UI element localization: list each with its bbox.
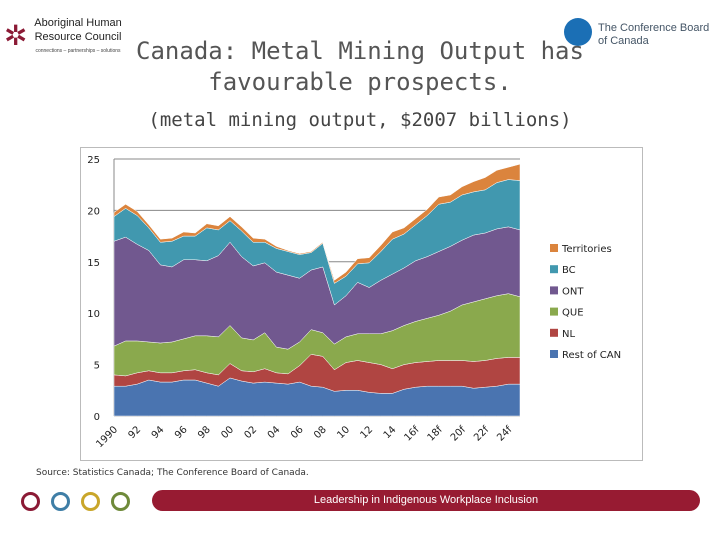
legend-label: QUE bbox=[562, 308, 584, 319]
legend-swatch bbox=[550, 244, 558, 252]
x-tick-label: 1990 bbox=[94, 424, 120, 450]
x-tick-label: 10 bbox=[335, 424, 352, 441]
legend-swatch bbox=[550, 286, 558, 295]
x-tick-label: 12 bbox=[359, 424, 376, 441]
x-tick-label: 06 bbox=[289, 424, 306, 441]
x-tick-label: 08 bbox=[312, 424, 329, 441]
ring-icon-green bbox=[111, 492, 130, 511]
y-tick-label: 15 bbox=[87, 258, 100, 269]
footer-banner: Leadership in Indigenous Workplace Inclu… bbox=[152, 490, 700, 511]
ring-icon-red bbox=[21, 492, 40, 511]
slide-title: Canada: Metal Mining Output has favourab… bbox=[136, 37, 584, 96]
legend-label: BC bbox=[562, 265, 576, 276]
x-tick-label: 24f bbox=[495, 424, 515, 444]
x-tick-label: 14 bbox=[382, 424, 399, 441]
x-tick-label: 20f bbox=[449, 424, 469, 444]
source-note: Source: Statistics Canada; The Conferenc… bbox=[36, 468, 309, 478]
y-tick-label: 20 bbox=[87, 206, 100, 217]
ahrc-tagline: connections – partnerships – solutions bbox=[35, 48, 121, 54]
ahrc-logo-mark: ✲ bbox=[4, 19, 28, 52]
x-tick-label: 04 bbox=[266, 424, 283, 441]
x-tick-label: 18f bbox=[426, 424, 446, 444]
legend-label: ONT bbox=[562, 286, 584, 297]
slide-subtitle: (metal mining output, $2007 billions) bbox=[148, 109, 572, 131]
legend-label: NL bbox=[562, 329, 575, 340]
y-tick-label: 0 bbox=[94, 412, 100, 423]
legend-label: Territories bbox=[561, 244, 612, 255]
legend-swatch bbox=[550, 307, 558, 316]
x-tick-label: 02 bbox=[243, 424, 260, 441]
conference-board-logo-mark bbox=[564, 18, 592, 46]
y-tick-label: 25 bbox=[87, 155, 100, 166]
legend-swatch bbox=[550, 328, 558, 337]
ring-icon-yellow bbox=[81, 492, 100, 511]
x-tick-label: 22f bbox=[472, 424, 492, 444]
x-tick-label: 92 bbox=[127, 424, 144, 441]
legend-label: Rest of CAN bbox=[562, 350, 621, 361]
x-tick-label: 96 bbox=[173, 424, 190, 441]
legend-swatch bbox=[550, 265, 558, 274]
x-tick-label: 98 bbox=[196, 424, 213, 441]
y-tick-label: 5 bbox=[94, 361, 100, 372]
ring-icon-blue bbox=[51, 492, 70, 511]
ahrc-logo-text: Aboriginal Human Resource Council bbox=[34, 17, 122, 43]
x-tick-label: 00 bbox=[219, 424, 236, 441]
y-tick-label: 10 bbox=[87, 309, 100, 320]
x-tick-label: 94 bbox=[150, 424, 167, 441]
conference-board-logo-text: The Conference Board of Canada bbox=[598, 22, 710, 47]
area-territories bbox=[113, 163, 521, 284]
x-tick-label: 16f bbox=[402, 424, 422, 444]
legend-swatch bbox=[550, 350, 558, 358]
